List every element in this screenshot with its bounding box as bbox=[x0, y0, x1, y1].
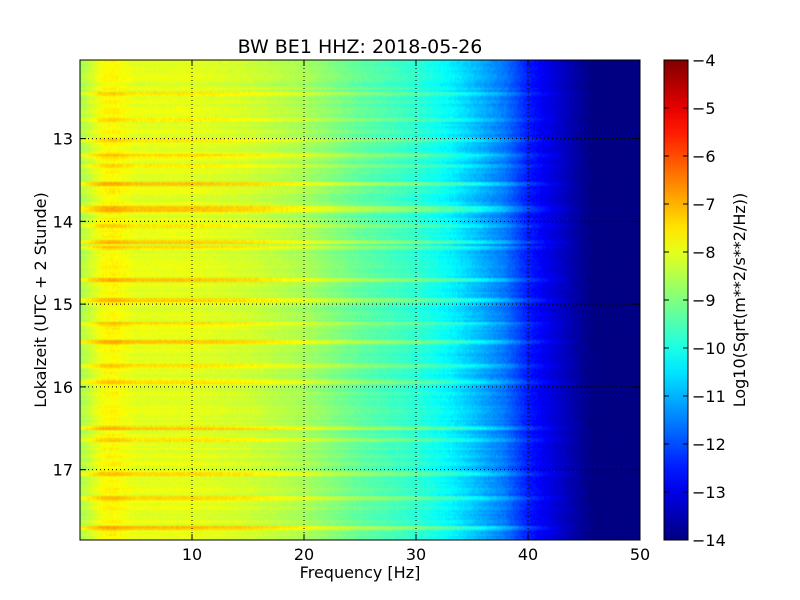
x-axis-ticks: 10 20 30 40 50 bbox=[182, 60, 650, 564]
x-tick-label: 30 bbox=[406, 545, 426, 564]
spectrogram-heatmap bbox=[80, 60, 640, 540]
colorbar-tick-label: −7 bbox=[692, 195, 716, 214]
colorbar-tick-label: −6 bbox=[692, 147, 716, 166]
colorbar: −4 −5 −6 −7 −8 −9 −10 −11 −12 −13 −14 bbox=[663, 51, 726, 550]
x-axis-title: Frequency [Hz] bbox=[300, 563, 421, 582]
chart-title: BW BE1 HHZ: 2018-05-26 bbox=[238, 36, 483, 58]
colorbar-tick-label: −8 bbox=[692, 243, 716, 262]
colorbar-tick-label: −12 bbox=[692, 435, 726, 454]
plot-area: 10 20 30 40 50 13 14 15 16 17 bbox=[53, 59, 650, 564]
y-tick-label: 15 bbox=[53, 295, 73, 314]
colorbar-tick-label: −13 bbox=[692, 483, 726, 502]
colorbar-tick-label: −10 bbox=[692, 339, 726, 358]
colorbar-tick-label: −5 bbox=[692, 99, 716, 118]
y-axis-title: Lokalzeit (UTC + 2 Stunde) bbox=[31, 192, 50, 407]
colorbar-tick-label: −14 bbox=[692, 531, 726, 550]
colorbar-tick-label: −4 bbox=[692, 51, 716, 70]
y-tick-label: 13 bbox=[53, 130, 73, 149]
y-axis-ticks: 13 14 15 16 17 bbox=[53, 130, 640, 480]
y-tick-label: 16 bbox=[53, 378, 73, 397]
x-tick-label: 10 bbox=[182, 545, 202, 564]
colorbar-tick-label: −9 bbox=[692, 291, 716, 310]
colorbar-title: Log10(Sqrt(m**2/s**2/Hz)) bbox=[730, 193, 749, 408]
colorbar-ticks: −4 −5 −6 −7 −8 −9 −10 −11 −12 −13 −14 bbox=[664, 51, 726, 550]
plot-frame bbox=[79, 59, 641, 541]
y-tick-label: 17 bbox=[53, 461, 73, 480]
x-tick-label: 20 bbox=[294, 545, 314, 564]
x-tick-label: 40 bbox=[518, 545, 538, 564]
colorbar-tick-label: −11 bbox=[692, 387, 726, 406]
y-tick-label: 14 bbox=[53, 212, 73, 231]
x-tick-label: 50 bbox=[630, 545, 650, 564]
